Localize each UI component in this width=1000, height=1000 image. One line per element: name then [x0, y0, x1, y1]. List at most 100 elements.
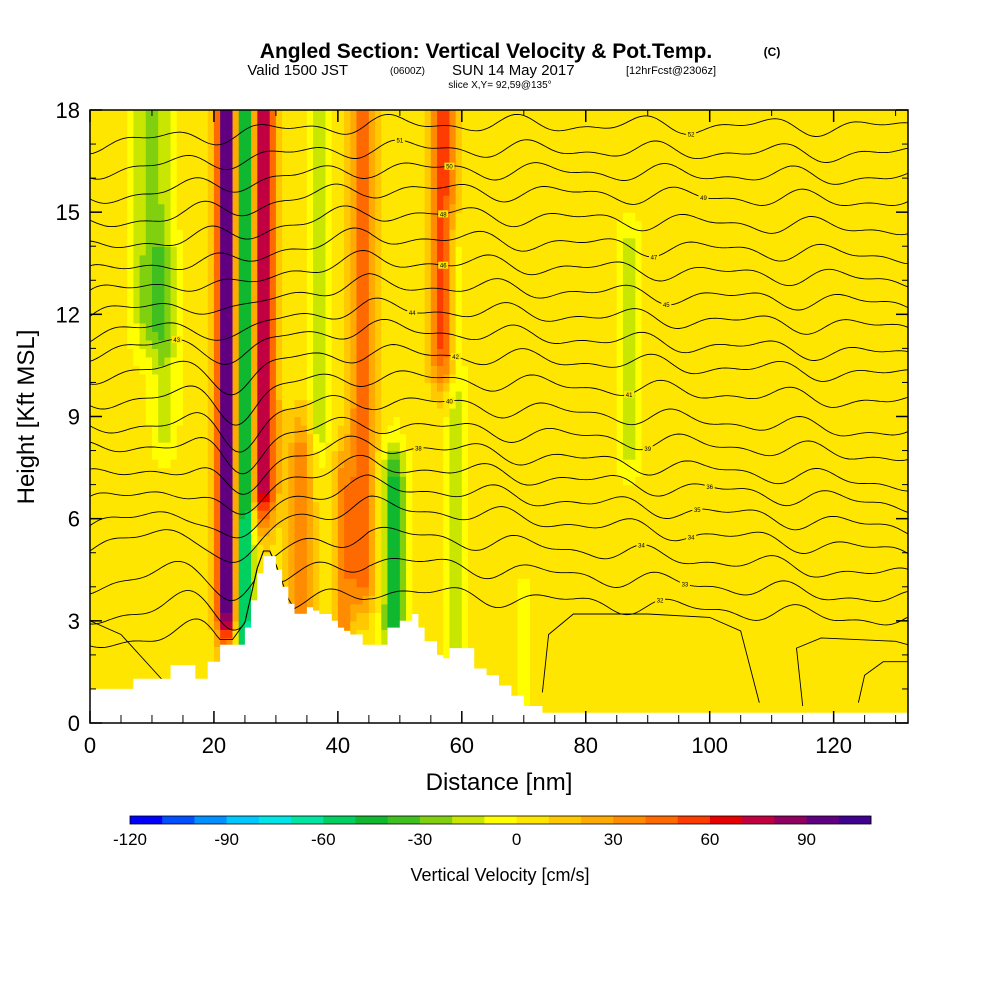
field-cell: [449, 442, 457, 452]
field-cell: [275, 416, 283, 426]
field-cell: [164, 595, 172, 605]
field-cell: [635, 697, 643, 707]
field-cell: [90, 442, 97, 452]
field-cell: [412, 450, 420, 460]
field-cell: [542, 535, 550, 545]
field-cell: [684, 612, 692, 622]
field-cell: [567, 484, 574, 494]
field-cell: [220, 569, 227, 579]
field-cell: [877, 612, 884, 622]
field-cell: [883, 544, 891, 554]
field-cell: [108, 416, 116, 426]
field-cell: [815, 518, 822, 528]
field-cell: [870, 603, 878, 613]
field-cell: [238, 637, 246, 647]
field-cell: [455, 586, 463, 596]
field-cell: [567, 603, 574, 613]
field-cell: [325, 535, 333, 545]
field-cell: [833, 527, 841, 537]
field-cell: [573, 654, 581, 664]
field-cell: [164, 646, 172, 656]
field-cell: [839, 450, 847, 460]
field-cell: [145, 620, 153, 630]
field-cell: [790, 476, 798, 486]
field-cell: [176, 518, 184, 528]
field-cell: [784, 501, 791, 511]
field-cell: [852, 620, 860, 630]
field-cell: [220, 595, 227, 605]
field-cell: [505, 578, 512, 588]
field-cell: [554, 399, 562, 409]
field-cell: [734, 476, 742, 486]
field-cell: [344, 518, 351, 528]
field-cell: [368, 620, 376, 630]
field-cell: [455, 544, 463, 554]
field-cell: [746, 680, 754, 690]
field-cell: [133, 527, 141, 537]
field-cell: [616, 450, 624, 460]
field-cell: [635, 663, 643, 673]
field-cell: [901, 459, 908, 469]
field-cell: [461, 637, 469, 647]
field-cell: [368, 467, 376, 477]
field-cell: [337, 527, 345, 537]
field-cell: [709, 407, 717, 418]
field-cell: [777, 518, 785, 528]
field-cell: [288, 569, 296, 579]
field-cell: [499, 484, 506, 494]
field-cell: [108, 467, 116, 477]
field-cell: [461, 595, 469, 605]
field-cell: [777, 705, 785, 716]
field-cell: [257, 510, 265, 520]
field-cell: [796, 705, 804, 716]
field-cell: [567, 518, 574, 528]
field-cell: [393, 416, 401, 426]
field-cell: [523, 399, 531, 409]
field-cell: [461, 501, 469, 511]
field-cell: [870, 569, 878, 579]
field-cell: [108, 578, 116, 588]
field-cell: [709, 399, 717, 409]
field-cell: [455, 399, 463, 409]
field-cell: [598, 510, 605, 520]
field-cell: [660, 561, 667, 571]
field-cell: [486, 493, 494, 503]
field-cell: [629, 629, 636, 639]
field-cell: [170, 442, 178, 452]
field-cell: [319, 476, 327, 486]
field-cell: [300, 442, 308, 452]
field-cell: [120, 407, 128, 418]
field-cell: [678, 476, 686, 486]
field-cell: [666, 637, 674, 647]
field-cell: [771, 407, 779, 418]
field-cell: [901, 518, 908, 528]
field-cell: [306, 407, 314, 418]
field-cell: [176, 501, 184, 511]
field-cell: [381, 433, 389, 443]
field-cell: [120, 578, 128, 588]
field-cell: [883, 680, 891, 690]
field-cell: [846, 459, 853, 469]
field-cell: [263, 442, 271, 452]
field-cell: [127, 493, 134, 503]
field-cell: [616, 595, 624, 605]
field-cell: [176, 569, 184, 579]
field-cell: [647, 501, 655, 511]
field-cell: [529, 527, 537, 537]
field-cell: [740, 552, 748, 562]
field-cell: [96, 552, 103, 562]
field-cell: [263, 544, 271, 554]
valid-date: SUN 14 May 2017: [452, 62, 575, 79]
field-cell: [492, 459, 500, 469]
field-cell: [554, 680, 562, 690]
field-cell: [108, 544, 116, 554]
field-cell: [715, 654, 723, 664]
field-cell: [443, 450, 451, 460]
field-cell: [827, 561, 835, 571]
field-cell: [350, 612, 358, 622]
field-cell: [399, 399, 407, 409]
field-cell: [424, 484, 432, 494]
field-cell: [684, 416, 692, 426]
field-cell: [499, 646, 506, 656]
field-cell: [833, 646, 841, 656]
